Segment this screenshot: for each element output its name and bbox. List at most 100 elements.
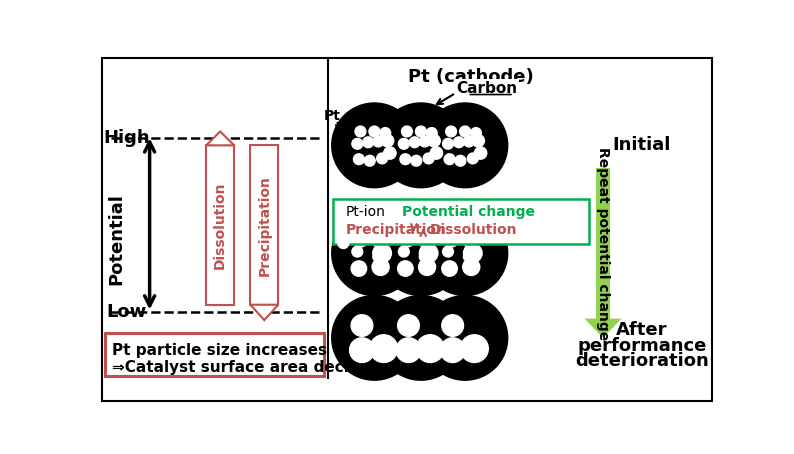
Circle shape xyxy=(372,235,384,247)
Circle shape xyxy=(349,338,375,362)
Circle shape xyxy=(398,261,413,276)
Circle shape xyxy=(373,253,380,261)
Circle shape xyxy=(353,232,368,247)
Circle shape xyxy=(471,128,481,138)
Circle shape xyxy=(381,134,394,147)
Circle shape xyxy=(410,155,422,166)
Polygon shape xyxy=(250,305,278,320)
Text: Precipitation: Precipitation xyxy=(345,223,446,237)
Circle shape xyxy=(373,244,391,262)
Circle shape xyxy=(398,315,419,336)
Text: Dissolution: Dissolution xyxy=(430,223,517,237)
Circle shape xyxy=(384,147,396,159)
Circle shape xyxy=(351,315,373,336)
Polygon shape xyxy=(206,132,234,145)
Circle shape xyxy=(442,246,453,257)
Circle shape xyxy=(376,153,387,164)
Circle shape xyxy=(444,154,455,165)
Circle shape xyxy=(464,253,472,261)
Circle shape xyxy=(464,136,474,147)
Circle shape xyxy=(426,128,437,138)
Circle shape xyxy=(332,103,417,188)
Circle shape xyxy=(440,338,465,362)
Circle shape xyxy=(380,128,391,138)
Circle shape xyxy=(400,154,410,165)
Circle shape xyxy=(351,261,367,276)
Circle shape xyxy=(474,147,487,159)
Circle shape xyxy=(423,153,434,164)
Circle shape xyxy=(461,335,488,362)
Circle shape xyxy=(464,244,482,262)
Circle shape xyxy=(352,138,363,149)
Circle shape xyxy=(419,244,438,262)
Circle shape xyxy=(399,232,414,247)
Circle shape xyxy=(353,154,364,165)
Circle shape xyxy=(419,253,427,261)
Circle shape xyxy=(332,211,417,296)
Circle shape xyxy=(363,137,374,148)
Circle shape xyxy=(422,211,507,296)
Circle shape xyxy=(463,258,480,276)
Text: Pt (cathode): Pt (cathode) xyxy=(408,69,534,86)
Text: ⇒Catalyst surface area decreases: ⇒Catalyst surface area decreases xyxy=(112,360,400,375)
Text: Repeat potential change: Repeat potential change xyxy=(596,147,610,340)
Circle shape xyxy=(441,315,464,336)
Circle shape xyxy=(378,296,464,380)
Circle shape xyxy=(370,335,398,362)
Circle shape xyxy=(419,136,430,147)
Circle shape xyxy=(455,155,466,166)
Circle shape xyxy=(402,126,412,137)
Circle shape xyxy=(430,147,442,159)
Circle shape xyxy=(463,235,475,247)
Text: Potential change: Potential change xyxy=(402,205,534,218)
Circle shape xyxy=(442,138,453,149)
Polygon shape xyxy=(584,319,622,338)
Circle shape xyxy=(418,258,436,276)
Bar xyxy=(596,168,610,319)
Circle shape xyxy=(422,296,507,380)
Circle shape xyxy=(418,235,431,247)
Text: Initial: Initial xyxy=(612,136,671,154)
Circle shape xyxy=(415,126,426,137)
Bar xyxy=(250,145,278,305)
Circle shape xyxy=(409,137,420,148)
Circle shape xyxy=(396,338,421,362)
Circle shape xyxy=(441,261,457,276)
Text: Pt-ion: Pt-ion xyxy=(345,205,386,218)
Bar xyxy=(106,333,324,376)
Text: High: High xyxy=(103,128,150,147)
Bar xyxy=(206,145,234,305)
Text: Carbon: Carbon xyxy=(457,81,518,96)
Circle shape xyxy=(378,211,464,296)
Text: Potential: Potential xyxy=(107,193,125,285)
Circle shape xyxy=(372,258,389,276)
Text: Dissolution: Dissolution xyxy=(213,182,227,269)
Circle shape xyxy=(460,126,471,137)
Text: Precipitation: Precipitation xyxy=(257,175,272,276)
Circle shape xyxy=(422,103,507,188)
Circle shape xyxy=(364,155,375,166)
Circle shape xyxy=(468,153,478,164)
Circle shape xyxy=(445,126,457,137)
Circle shape xyxy=(399,246,409,257)
Circle shape xyxy=(369,126,380,137)
Circle shape xyxy=(378,103,464,188)
Circle shape xyxy=(443,232,459,247)
Circle shape xyxy=(428,134,440,147)
Text: deterioration: deterioration xyxy=(575,352,708,370)
Circle shape xyxy=(416,335,444,362)
Circle shape xyxy=(352,246,363,257)
Text: Low: Low xyxy=(106,303,147,321)
Text: After: After xyxy=(616,321,668,339)
Circle shape xyxy=(338,238,349,248)
Text: Pt particle size increases: Pt particle size increases xyxy=(112,343,326,358)
Circle shape xyxy=(355,126,366,137)
Circle shape xyxy=(472,134,484,147)
Circle shape xyxy=(332,296,417,380)
Bar xyxy=(333,199,589,244)
Text: performance: performance xyxy=(577,336,707,355)
Circle shape xyxy=(373,136,384,147)
Circle shape xyxy=(399,138,409,149)
Circle shape xyxy=(453,137,464,148)
Text: Pt: Pt xyxy=(323,109,340,123)
